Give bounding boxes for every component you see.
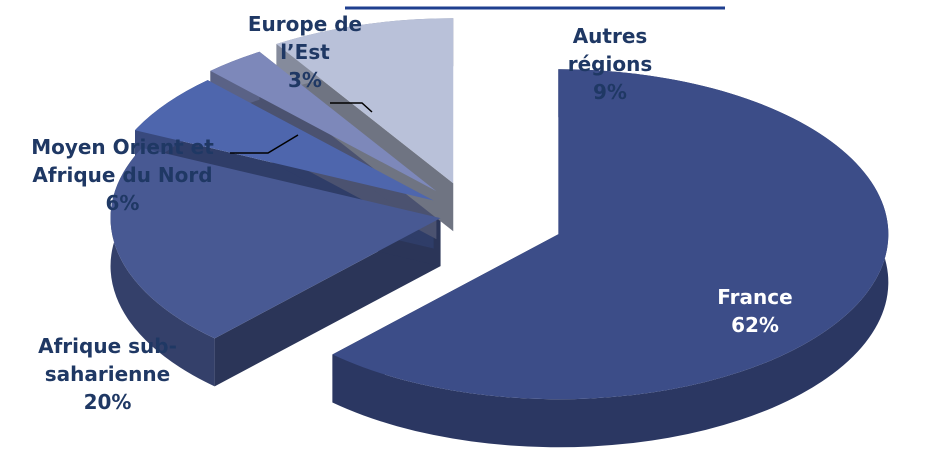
slice-label: Autres régions 9% (555, 22, 665, 106)
category-label: Europe de l’Est (247, 12, 363, 64)
value-label: 62% (731, 313, 779, 337)
slice-wall (110, 147, 215, 387)
slice (210, 51, 437, 192)
slice-tops (110, 18, 889, 400)
leader-line (230, 134, 299, 154)
category-label: France (717, 285, 793, 309)
value-label: 9% (593, 80, 627, 104)
slice-label: France 62% (680, 283, 830, 339)
value-label: 6% (105, 191, 140, 215)
slice-side (214, 218, 441, 387)
slice-label: Afrique sub-saharienne 20% (20, 332, 195, 416)
category-label: Moyen Orient et Afrique du Nord (31, 135, 214, 187)
slices (110, 18, 889, 448)
category-label: Autres régions (567, 24, 653, 76)
slice (110, 147, 441, 339)
slice (276, 18, 454, 184)
slice-wall (332, 69, 889, 448)
slice (332, 69, 889, 400)
value-label: 20% (83, 390, 132, 414)
slice (135, 80, 434, 201)
value-label: 3% (288, 68, 322, 92)
category-label: Afrique sub-saharienne (38, 334, 177, 386)
slice-label: Europe de l’Est 3% (230, 10, 380, 94)
slice-label: Moyen Orient et Afrique du Nord 6% (15, 133, 230, 217)
leader-line (330, 102, 373, 113)
